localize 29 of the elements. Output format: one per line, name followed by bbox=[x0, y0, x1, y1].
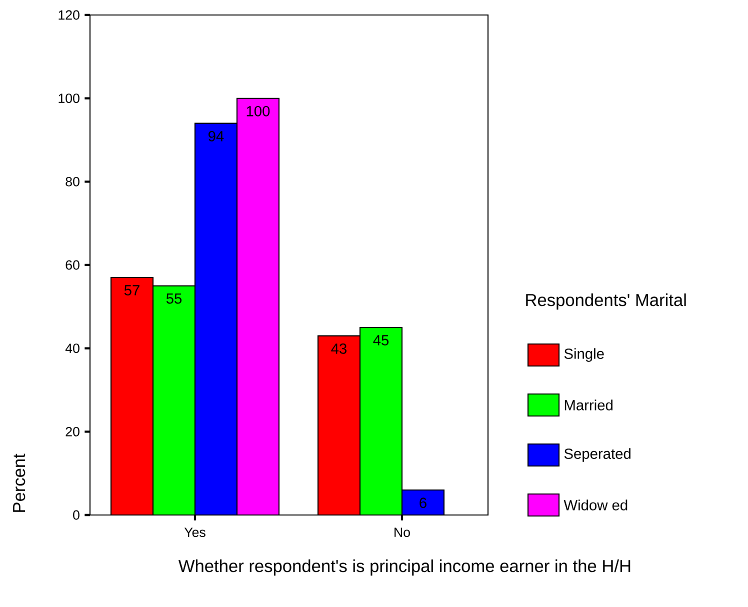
data-label: 6 bbox=[420, 498, 426, 508]
y-tick-label: 120 bbox=[58, 10, 80, 20]
y-tick-label: 60 bbox=[66, 260, 80, 270]
legend-label: Widow ed bbox=[564, 500, 628, 510]
x-axis-title: Whether respondent's is principal income earner in the H/H bbox=[178, 559, 630, 576]
data-label: 55 bbox=[166, 293, 182, 304]
y-tick-label: 0 bbox=[73, 510, 80, 520]
data-label: 43 bbox=[331, 343, 347, 354]
y-tick-label: 80 bbox=[66, 176, 80, 186]
x-tick-label: No bbox=[394, 528, 410, 538]
data-label: 57 bbox=[124, 285, 140, 296]
y-tick-label: 40 bbox=[65, 344, 80, 354]
y-axis-title: Percent bbox=[13, 454, 26, 512]
y-tick-label: 100 bbox=[58, 94, 80, 104]
bar bbox=[194, 122, 238, 515]
bar bbox=[110, 276, 154, 515]
bar bbox=[152, 285, 196, 515]
bar bbox=[359, 326, 403, 515]
bar bbox=[317, 335, 361, 515]
legend-label: Single bbox=[564, 348, 604, 362]
legend-label: Seperated bbox=[564, 448, 630, 462]
legend-label: Married bbox=[564, 400, 612, 410]
x-tick-label: Yes bbox=[184, 528, 206, 538]
bar bbox=[401, 489, 445, 515]
y-tick-label: 20 bbox=[66, 426, 80, 436]
data-label: 45 bbox=[373, 335, 389, 346]
data-label: 100 bbox=[246, 106, 270, 116]
legend-title: Respondents' Marital bbox=[526, 293, 686, 310]
data-label: 94 bbox=[208, 130, 224, 142]
